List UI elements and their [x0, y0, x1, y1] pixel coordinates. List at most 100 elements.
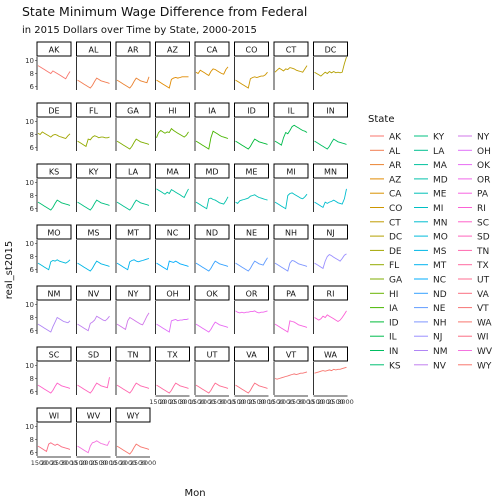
facet-strip — [115, 102, 151, 118]
facet-strip — [155, 346, 190, 362]
facet-panel-nj: NJ — [313, 224, 348, 273]
facet-strip-label: NM — [48, 290, 61, 299]
series-line-vt — [274, 371, 308, 380]
series-line-nc — [156, 260, 189, 271]
legend-label: FL — [389, 261, 399, 271]
facet-strip — [194, 102, 230, 118]
legend-item-mi: MI — [414, 204, 443, 214]
facet-strip — [273, 346, 309, 362]
legend-label: IA — [389, 304, 399, 314]
legend-item-me: ME — [414, 190, 447, 200]
legend-item-ri: RI — [458, 204, 486, 214]
legend-label: MS — [433, 247, 447, 257]
facet-strip — [115, 346, 151, 362]
x-axis-label: Mon — [184, 488, 205, 499]
legend-label: NJ — [433, 333, 442, 343]
facet-panel-mt: MT — [115, 224, 151, 273]
x-tick-label: 2500 — [130, 459, 147, 467]
y-tick-label: 10 — [25, 423, 34, 431]
series-line-sd — [77, 377, 110, 394]
series-line-nv — [77, 315, 110, 332]
facet-panel-la: LA — [115, 163, 151, 212]
facet-strip-label: AL — [89, 46, 99, 55]
facet-strip — [313, 163, 348, 179]
legend-label: VA — [477, 290, 490, 300]
facet-panel-az: AZ — [155, 41, 190, 90]
chart-title: State Minimum Wage Difference from Feder… — [22, 4, 307, 19]
series-line-ut — [195, 382, 229, 394]
series-line-in — [314, 138, 347, 150]
facet-strip — [36, 102, 72, 118]
facet-strip-label: NV — [88, 290, 100, 299]
facet-panel-de: DE 6 8 10 — [25, 102, 72, 152]
legend-item-nj: NJ — [414, 333, 442, 343]
series-line-nh — [274, 259, 308, 272]
legend-item-al: AL — [370, 147, 400, 157]
x-tick-label: 2000 — [41, 459, 58, 467]
series-line-tn — [116, 382, 150, 394]
legend-item-co: CO — [370, 204, 402, 214]
legend-label: CA — [389, 190, 402, 200]
facet-strip-label: NY — [128, 290, 139, 299]
facet-strip — [115, 41, 151, 57]
series-line-md — [195, 196, 229, 210]
facet-panel-md: MD — [194, 163, 230, 212]
facet-strip — [155, 224, 190, 240]
facet-panel-tn: TN — [115, 346, 151, 395]
x-tick-label: 2000 — [317, 398, 334, 406]
legend-item-sc: SC — [458, 218, 489, 228]
series-line-ks — [37, 199, 71, 211]
facet-strip — [313, 102, 348, 118]
legend-label: ID — [389, 318, 399, 328]
series-line-id — [235, 138, 268, 150]
facet-strip — [234, 41, 269, 57]
legend-label: NV — [433, 361, 447, 371]
series-line-mt — [116, 258, 150, 271]
x-tick-label: 2500 — [51, 459, 68, 467]
x-tick-label: 2500 — [248, 398, 265, 406]
series-line-or — [235, 310, 268, 314]
x-tick-label: 2500 — [327, 398, 344, 406]
series-line-dc — [314, 56, 347, 77]
legend-item-nm: NM — [414, 347, 448, 357]
facet-strip — [155, 41, 190, 57]
legend-label: OK — [477, 161, 491, 171]
y-tick-label: 6 — [30, 205, 35, 213]
legend-label: AK — [389, 133, 402, 143]
series-line-sc — [37, 382, 71, 394]
legend-label: IN — [389, 347, 398, 357]
x-tick-label: 1500 — [189, 398, 206, 406]
facet-strip-label: NH — [285, 229, 297, 238]
series-line-nd — [195, 260, 229, 272]
legend-item-ks: KS — [370, 361, 401, 371]
legend-item-sd: SD — [458, 233, 490, 243]
facet-strip-label: AK — [49, 46, 60, 55]
facet-strip — [313, 285, 348, 301]
facet-strip — [313, 41, 348, 57]
facet-strip-label: CT — [286, 46, 297, 55]
legend-item-nd: ND — [414, 290, 447, 300]
series-line-ne — [235, 257, 268, 272]
facet-strip-label: ID — [247, 107, 256, 116]
legend-item-oh: OH — [458, 147, 491, 157]
series-line-mi — [274, 192, 308, 210]
y-tick-label: 10 — [25, 301, 34, 309]
legend-label: WY — [477, 361, 492, 371]
facet-strip-label: MN — [324, 168, 337, 177]
legend-item-az: AZ — [370, 175, 401, 185]
facet-strip — [194, 346, 230, 362]
x-tick-label: 2500 — [169, 398, 186, 406]
facet-strip — [194, 163, 230, 179]
facet-strip-label: NC — [167, 229, 179, 238]
x-tick-label: 2000 — [278, 398, 295, 406]
facet-strip — [76, 224, 111, 240]
facet-strip-label: MS — [88, 229, 100, 238]
facet-strip — [234, 102, 269, 118]
legend-item-wi: WI — [458, 333, 489, 343]
series-line-ia — [195, 130, 229, 150]
facet-strip — [36, 407, 72, 423]
